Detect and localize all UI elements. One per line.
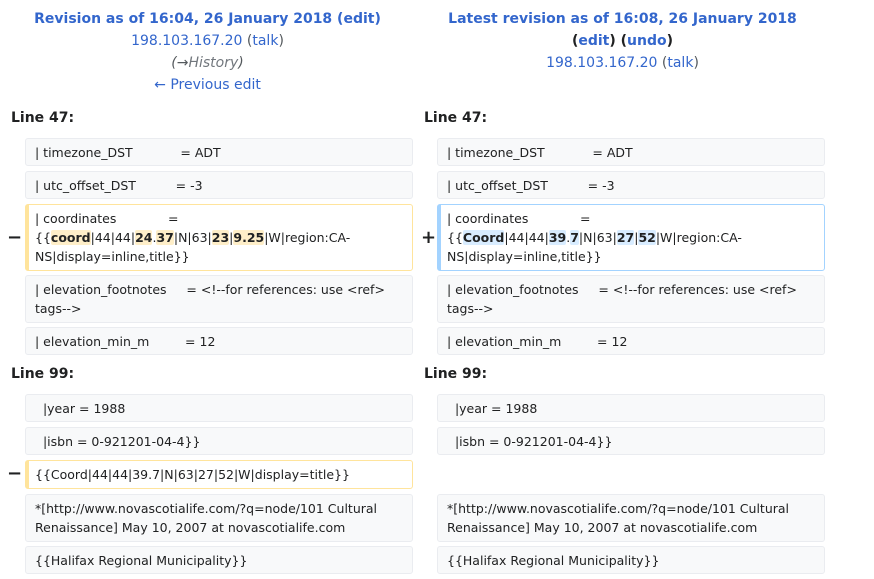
paren-open: ( <box>332 11 344 27</box>
diff-context-right: | timezone_DST = ADT <box>437 138 825 166</box>
diff-context-right: *[http://www.novascotialife.com/?q=node/… <box>437 494 825 542</box>
new-revision-title[interactable]: Latest revision as of 16:08, 26 January … <box>448 11 797 27</box>
diff-context-left: |isbn = 0-921201-04-4}} <box>25 427 413 455</box>
line-number-right-99: Line 99: <box>424 366 488 382</box>
paren-close: ) <box>374 11 381 27</box>
deleted-line-marker: − <box>7 227 23 248</box>
diff-context-right: {{Halifax Regional Municipality}} <box>437 546 825 574</box>
context-text: | elevation_footnotes = <!--for referenc… <box>35 282 389 316</box>
undo-link[interactable]: undo <box>627 33 667 49</box>
new-talk-link[interactable]: talk <box>667 55 694 71</box>
context-text: | utc_offset_DST = -3 <box>35 177 203 193</box>
diff-context-left: | timezone_DST = ADT <box>25 138 413 166</box>
diff-deleted-line: {{Coord|44|44|39.7|N|63|27|52|W|display=… <box>25 460 413 489</box>
context-text: |isbn = 0-921201-04-4}} <box>35 433 201 449</box>
diff-context-left: | elevation_footnotes = <!--for referenc… <box>25 275 413 323</box>
history-section-link[interactable]: History <box>188 55 239 71</box>
diff-context-left: | utc_offset_DST = -3 <box>25 171 413 199</box>
added-line-marker: + <box>421 227 437 248</box>
history-arrow: (→ <box>171 55 189 71</box>
diff-context-right: | elevation_footnotes = <!--for referenc… <box>437 275 825 323</box>
context-text: | utc_offset_DST = -3 <box>447 177 615 193</box>
diff-deleted-line: | coordinates = {{coord|44|44|24.37|N|63… <box>25 204 413 271</box>
diff-context-right: | elevation_min_m = 12 <box>437 327 825 355</box>
context-text: |isbn = 0-921201-04-4}} <box>447 433 613 449</box>
old-user-link[interactable]: 198.103.167.20 <box>131 33 243 49</box>
previous-edit-link[interactable]: ← Previous edit <box>154 77 261 93</box>
history-paren-close: ) <box>238 55 244 71</box>
diff-context-right: |isbn = 0-921201-04-4}} <box>437 427 825 455</box>
paren-close: ) <box>666 33 674 49</box>
context-text: {{Halifax Regional Municipality}} <box>447 552 660 568</box>
deleted-text: | coordinates = {{coord|44|44|24.37|N|63… <box>35 211 351 264</box>
context-text: | elevation_min_m = 12 <box>35 333 216 349</box>
line-number-left-99: Line 99: <box>11 366 75 382</box>
paren-mid: ) ( <box>609 33 628 49</box>
context-text: |year = 1988 <box>447 400 538 416</box>
context-text: *[http://www.novascotialife.com/?q=node/… <box>35 501 382 535</box>
talk-paren-open: ( <box>657 55 668 71</box>
diff-context-left: |year = 1988 <box>25 394 413 422</box>
talk-paren-open: ( <box>242 33 253 49</box>
diff-context-left: {{Halifax Regional Municipality}} <box>25 546 413 574</box>
new-user-link[interactable]: 198.103.167.20 <box>546 55 658 71</box>
added-text: | coordinates = {{Coord|44|44|39.7|N|63|… <box>447 211 742 264</box>
context-text: | elevation_footnotes = <!--for referenc… <box>447 282 801 316</box>
diff-added-line: | coordinates = {{Coord|44|44|39.7|N|63|… <box>437 204 825 271</box>
context-text: | elevation_min_m = 12 <box>447 333 628 349</box>
deleted-line-marker: − <box>7 463 23 484</box>
context-text: | timezone_DST = ADT <box>35 144 221 160</box>
context-text: | timezone_DST = ADT <box>447 144 633 160</box>
talk-paren-close: ) <box>278 33 284 49</box>
paren-open: ( <box>571 33 579 49</box>
diff-context-right: |year = 1988 <box>437 394 825 422</box>
old-talk-link[interactable]: talk <box>252 33 279 49</box>
context-text: {{Halifax Regional Municipality}} <box>35 552 248 568</box>
old-revision-title[interactable]: Revision as of 16:04, 26 January 2018 <box>34 11 333 27</box>
old-edit-link[interactable]: edit <box>343 11 375 27</box>
context-text: |year = 1988 <box>35 400 126 416</box>
context-text: *[http://www.novascotialife.com/?q=node/… <box>447 501 794 535</box>
talk-paren-close: ) <box>693 55 699 71</box>
diff-context-left: | elevation_min_m = 12 <box>25 327 413 355</box>
diff-context-right: | utc_offset_DST = -3 <box>437 171 825 199</box>
line-number-right-47: Line 47: <box>424 110 488 126</box>
old-revision-header: Revision as of 16:04, 26 January 2018 (e… <box>0 8 415 96</box>
diff-context-left: *[http://www.novascotialife.com/?q=node/… <box>25 494 413 542</box>
new-edit-link[interactable]: edit <box>578 33 610 49</box>
deleted-text: {{Coord|44|44|39.7|N|63|27|52|W|display=… <box>35 467 350 482</box>
line-number-left-47: Line 47: <box>11 110 75 126</box>
new-revision-header: Latest revision as of 16:08, 26 January … <box>415 8 830 74</box>
